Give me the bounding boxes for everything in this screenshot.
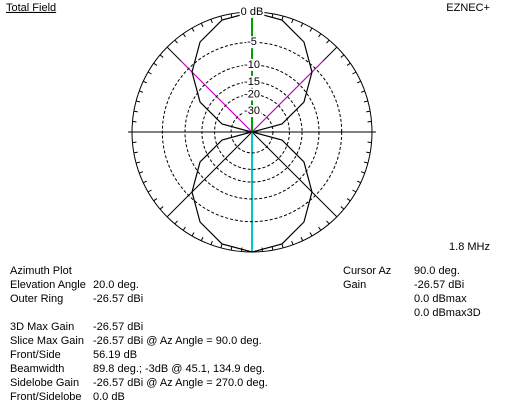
ring-label-bg — [243, 58, 261, 71]
ring-tick — [281, 15, 284, 21]
ring-tick — [135, 161, 141, 164]
info-text: 0.0 dBmax3D — [414, 307, 481, 319]
ring-tick — [133, 110, 138, 113]
ring-tick — [366, 151, 371, 154]
ring-tick — [200, 23, 204, 28]
ring-tick — [326, 39, 330, 44]
ring-tick — [143, 80, 148, 84]
ring-tick — [346, 198, 351, 202]
ring-tick — [139, 90, 144, 93]
ring-tick — [159, 206, 164, 210]
info-text: 20.0 deg. — [93, 279, 139, 291]
info-text: 56.19 dB — [93, 349, 138, 361]
ring-tick — [300, 236, 304, 241]
ring-tick — [153, 62, 158, 66]
info-text: Outer Ring — [10, 293, 64, 305]
ring-tick — [220, 15, 223, 21]
ring-tick — [159, 54, 164, 58]
ring-tick — [174, 220, 178, 225]
ring-tick — [366, 110, 371, 113]
info-text: Front/Sidelobe — [10, 391, 82, 403]
ring-tick — [300, 23, 304, 28]
info-text: Slice Max Gain — [10, 335, 84, 347]
ring-tick — [291, 19, 294, 24]
ring-label-bg — [246, 36, 258, 49]
info-text: 90.0 deg. — [414, 265, 460, 277]
ring-tick — [309, 27, 313, 32]
ring-tick — [139, 171, 144, 174]
info-text: -26.57 dBi — [93, 321, 144, 333]
info-text: -26.57 dBi — [414, 279, 465, 291]
info-text: 0.0 dBmax — [414, 293, 467, 305]
ring-tick — [147, 189, 152, 193]
info-text: Gain — [343, 279, 367, 291]
ring-tick — [352, 71, 357, 75]
ring-tick — [210, 240, 213, 245]
info-text: -26.57 dBi @ Az Angle = 270.0 deg. — [93, 377, 268, 389]
frequency: 1.8 MHz — [449, 241, 490, 253]
ring-tick — [318, 33, 322, 38]
ring-label: -20 — [244, 88, 260, 100]
info-text: Front/Side — [10, 349, 61, 361]
ring-tick — [360, 171, 365, 174]
ring-label-bg — [239, 5, 265, 18]
ring-label-bg — [243, 88, 261, 101]
ring-tick — [346, 62, 351, 66]
app-name: EZNEC+ — [446, 2, 490, 14]
ring-tick — [191, 27, 195, 32]
ring-label-bg — [243, 75, 261, 88]
ring-tick — [182, 226, 186, 231]
info-text: 0.0 dB — [93, 391, 125, 403]
info-text: -26.57 dBi @ Az Angle = 90.0 deg. — [93, 335, 262, 347]
ring-tick — [143, 180, 148, 184]
ring-tick — [309, 232, 313, 237]
ring-label: -30 — [244, 105, 260, 117]
ring-tick — [356, 180, 361, 184]
ring-tick — [191, 232, 195, 237]
info-text: -26.57 dBi — [93, 293, 144, 305]
info-text: 3D Max Gain — [10, 321, 75, 333]
ring-label: -10 — [244, 59, 260, 71]
ring-tick — [356, 80, 361, 84]
info-text: Cursor Az — [343, 265, 392, 277]
ring-tick — [291, 240, 294, 245]
ring-label: 0 dB — [241, 6, 264, 18]
info-text: 89.8 deg.; -3dB @ 45.1, 134.9 deg. — [93, 363, 266, 375]
ring-tick — [326, 220, 330, 225]
ring-label-bg — [243, 105, 261, 118]
ring-tick — [153, 198, 158, 202]
info-text: Elevation Angle — [10, 279, 86, 291]
ring-label: -5 — [247, 36, 257, 48]
ring-tick — [174, 39, 178, 44]
ring-tick — [133, 151, 138, 154]
info-text: Beamwidth — [10, 363, 65, 375]
ring-tick — [363, 161, 369, 164]
ring-tick — [318, 226, 322, 231]
ring-tick — [135, 100, 141, 103]
info-text: Sidelobe Gain — [10, 377, 80, 389]
info-text: Azimuth Plot — [10, 265, 72, 277]
title: Total Field — [6, 2, 56, 14]
ring-tick — [220, 243, 223, 249]
pattern — [191, 11, 313, 253]
ring-tick — [182, 33, 186, 38]
ring-tick — [200, 236, 204, 241]
ring-tick — [352, 189, 357, 193]
ring-tick — [360, 90, 365, 93]
ring-tick — [281, 243, 284, 249]
ring-tick — [147, 71, 152, 75]
ring-tick — [340, 206, 345, 210]
ring-tick — [363, 100, 369, 103]
ring-label: -15 — [244, 76, 260, 88]
ring-tick — [340, 54, 345, 58]
ring-tick — [210, 19, 213, 24]
